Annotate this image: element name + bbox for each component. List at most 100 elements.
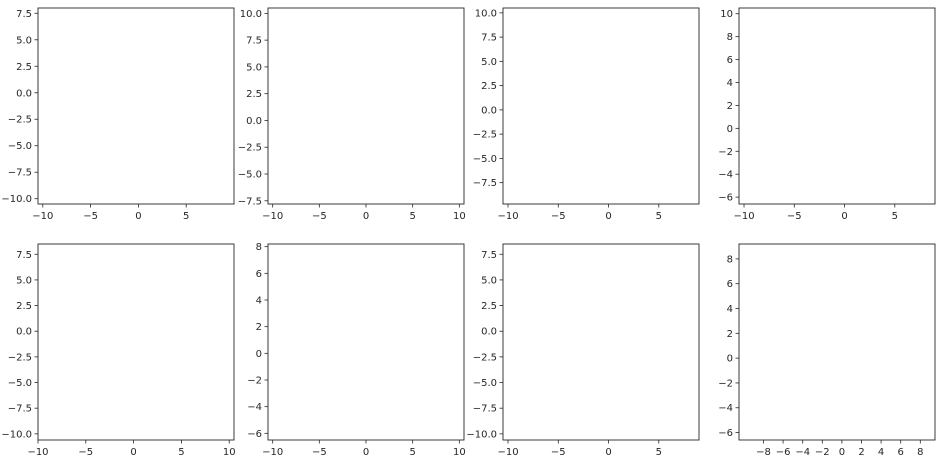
- y-tick-label: −6: [247, 429, 262, 440]
- subplot-7: −10 −5 0 5 −10.0 −7.5 −5.0 −2.5 0.0 2.5 5.0 7.5: [466, 243, 700, 458]
- x-tick-label: 5: [178, 447, 184, 458]
- y-tick-label: 0.0: [481, 105, 497, 116]
- y-tick-label: 6: [256, 269, 262, 280]
- y-tick-label: 0.0: [16, 88, 32, 99]
- x-tick-label: 0: [839, 447, 845, 458]
- x-tick-label: −6: [776, 447, 791, 458]
- axes-frame: [267, 243, 465, 441]
- axes-frame: [502, 243, 700, 441]
- y-tick-label: −5.0: [8, 378, 32, 389]
- y-tick-label: 10: [720, 9, 733, 20]
- x-tick-label: −10: [27, 447, 48, 458]
- y-tick-label: 7.5: [16, 250, 32, 261]
- y-tick-label: 2: [727, 101, 733, 112]
- x-tick-label: −10: [497, 447, 518, 458]
- x-tick-label: 0: [363, 447, 369, 458]
- y-tick-label: −7.5: [473, 178, 497, 189]
- axes-frame: [267, 7, 465, 205]
- y-tick-label: 2.5: [481, 81, 497, 92]
- y-tick-label: −6: [718, 428, 733, 439]
- y-tick-label: −2.5: [8, 115, 32, 126]
- y-tick-label: 4: [727, 304, 733, 315]
- x-tick-label: 6: [898, 447, 904, 458]
- y-tick-label: 6: [727, 279, 733, 290]
- y-tick-label: −2: [718, 378, 733, 389]
- x-tick-label: 0: [605, 211, 611, 222]
- y-tick-label: −5.0: [8, 141, 32, 152]
- y-tick-label: 0.0: [481, 327, 497, 338]
- y-tick-label: 0.0: [246, 116, 262, 127]
- y-tick-label: 8: [256, 242, 262, 253]
- axes-frame: [502, 7, 700, 205]
- y-tick-label: 0.0: [16, 327, 32, 338]
- y-tick-label: −6: [718, 193, 733, 204]
- y-tick-label: −2: [718, 147, 733, 158]
- x-tick-label: −5: [551, 447, 566, 458]
- axes-frame: [738, 243, 936, 441]
- x-tick-label: −10: [733, 211, 754, 222]
- y-tick-label: −4: [718, 403, 733, 414]
- x-tick-label: −4: [795, 447, 810, 458]
- subplot-8: −8 −6 −4 −2 0 2 4 6 8 −6 −4 −2 0 2 4 6 8: [718, 243, 936, 458]
- x-tick-label: −5: [312, 447, 327, 458]
- y-tick-label: 2.5: [246, 89, 262, 100]
- y-tick-label: 8: [727, 254, 733, 265]
- y-tick-label: −10.0: [466, 429, 497, 440]
- x-tick-label: −2: [815, 447, 830, 458]
- x-tick-label: 5: [183, 211, 189, 222]
- y-tick-label: −2: [247, 376, 262, 387]
- x-tick-label: −10: [262, 447, 283, 458]
- y-tick-label: −10.0: [1, 194, 32, 205]
- x-tick-label: −5: [787, 211, 802, 222]
- y-tick-label: 5.0: [481, 275, 497, 286]
- y-tick-label: −7.5: [8, 404, 32, 415]
- x-tick-label: −5: [312, 211, 327, 222]
- x-tick-label: 10: [453, 211, 466, 222]
- y-tick-label: 2: [727, 329, 733, 340]
- y-tick-label: 8: [727, 32, 733, 43]
- y-tick-label: −5.0: [473, 378, 497, 389]
- x-tick-label: −10: [497, 211, 518, 222]
- subplot-4: −10 −5 0 5 −6 −4 −2 0 2 4 6 8 10: [718, 7, 936, 222]
- x-tick-label: 4: [878, 447, 884, 458]
- y-tick-label: 2.5: [16, 301, 32, 312]
- x-tick-label: 5: [892, 211, 898, 222]
- y-tick-label: 5.0: [246, 62, 262, 73]
- x-tick-label: −5: [83, 211, 98, 222]
- y-tick-label: 2.5: [16, 62, 32, 73]
- y-tick-label: 7.5: [16, 9, 32, 20]
- subplot-2: −10 −5 0 5 10 −7.5 −5.0 −2.5 0.0 2.5 5.0 7.5 10.0: [238, 7, 466, 222]
- y-tick-label: 5.0: [16, 35, 32, 46]
- x-tick-label: −8: [756, 447, 771, 458]
- y-tick-label: 7.5: [481, 33, 497, 44]
- y-tick-label: −2.5: [238, 143, 262, 154]
- y-tick-label: 2.5: [481, 301, 497, 312]
- y-tick-label: 10.0: [475, 8, 497, 19]
- x-tick-label: 5: [656, 211, 662, 222]
- subplot-3: −10 −5 0 5 −7.5 −5.0 −2.5 0.0 2.5 5.0 7.5 10.0: [473, 7, 700, 222]
- y-tick-label: −2.5: [8, 352, 32, 363]
- y-tick-label: −2.5: [473, 352, 497, 363]
- x-tick-label: 5: [409, 447, 415, 458]
- x-tick-label: 0: [841, 211, 847, 222]
- y-tick-label: 2: [256, 322, 262, 333]
- y-tick-label: −4: [718, 170, 733, 181]
- y-tick-label: −7.5: [8, 168, 32, 179]
- x-tick-label: 0: [363, 211, 369, 222]
- axes-frame: [738, 7, 936, 205]
- y-tick-label: 4: [727, 78, 733, 89]
- axes-frame: [37, 7, 235, 205]
- x-tick-label: 5: [409, 211, 415, 222]
- x-tick-label: 0: [605, 447, 611, 458]
- x-tick-label: −5: [78, 447, 93, 458]
- y-tick-label: 5.0: [16, 275, 32, 286]
- x-tick-label: 0: [135, 211, 141, 222]
- axes-frame: [37, 243, 235, 441]
- y-tick-label: 0: [256, 349, 262, 360]
- y-tick-label: 0: [727, 124, 733, 135]
- x-tick-label: −10: [262, 211, 283, 222]
- y-tick-label: 5.0: [481, 57, 497, 68]
- x-tick-label: 10: [223, 447, 236, 458]
- y-tick-label: 7.5: [481, 250, 497, 261]
